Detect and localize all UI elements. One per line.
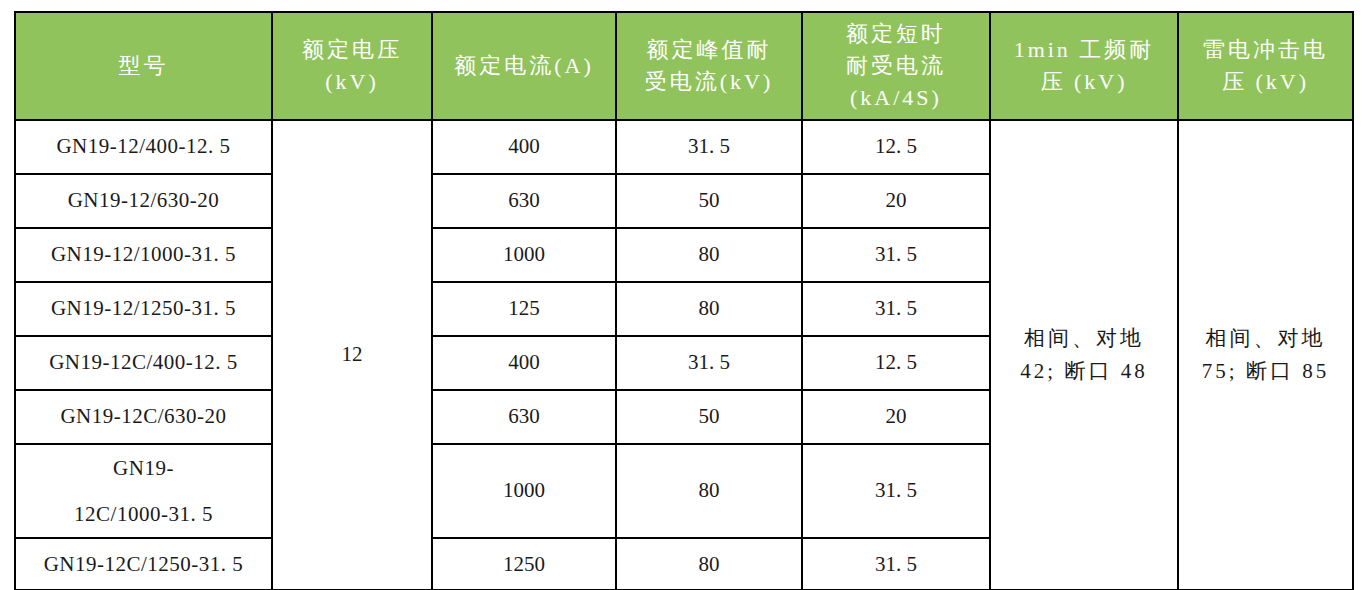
rated-current-cell: 1000 [432, 444, 616, 538]
header-short-time-withstand-current: 额定短时 耐受电流 (kA/4S) [802, 12, 990, 120]
peak-withstand-cell: 80 [616, 282, 802, 336]
rated-current-cell: 1000 [432, 228, 616, 282]
model-cell: GN19-12/1250-31. 5 [15, 282, 272, 336]
short-time-withstand-cell: 31. 5 [802, 228, 990, 282]
model-cell: GN19- 12C/1000-31. 5 [15, 444, 272, 538]
short-time-withstand-cell: 31. 5 [802, 282, 990, 336]
peak-withstand-cell: 80 [616, 538, 802, 590]
short-time-withstand-cell: 12. 5 [802, 120, 990, 174]
spec-table: 型号 额定电压 (kV) 额定电流(A) 额定峰值耐 受电流(kV) 额定短时 … [14, 11, 1354, 590]
rated-current-cell: 125 [432, 282, 616, 336]
short-time-withstand-cell: 31. 5 [802, 444, 990, 538]
peak-withstand-cell: 31. 5 [616, 336, 802, 390]
short-time-withstand-cell: 20 [802, 390, 990, 444]
header-row: 型号 额定电压 (kV) 额定电流(A) 额定峰值耐 受电流(kV) 额定短时 … [15, 12, 1353, 120]
model-cell: GN19-12/400-12. 5 [15, 120, 272, 174]
spec-table-container: 型号 额定电压 (kV) 额定电流(A) 额定峰值耐 受电流(kV) 额定短时 … [14, 11, 1354, 590]
header-model: 型号 [15, 12, 272, 120]
header-lightning-impulse-voltage: 雷电冲击电 压 (kV) [1178, 12, 1353, 120]
peak-withstand-cell: 50 [616, 174, 802, 228]
rated-current-cell: 630 [432, 174, 616, 228]
header-rated-voltage: 额定电压 (kV) [272, 12, 432, 120]
short-time-withstand-cell: 12. 5 [802, 336, 990, 390]
short-time-withstand-cell: 20 [802, 174, 990, 228]
short-time-withstand-cell: 31. 5 [802, 538, 990, 590]
rated-voltage-merged-cell: 12 [272, 120, 432, 590]
lightning-impulse-merged-cell: 相间、对地 75; 断口 85 [1178, 120, 1353, 590]
model-cell: GN19-12/1000-31. 5 [15, 228, 272, 282]
power-frequency-merged-cell: 相间、对地 42; 断口 48 [990, 120, 1178, 590]
header-peak-withstand-current: 额定峰值耐 受电流(kV) [616, 12, 802, 120]
header-power-frequency-withstand-voltage: 1min 工频耐 压 (kV) [990, 12, 1178, 120]
header-rated-current: 额定电流(A) [432, 12, 616, 120]
model-cell: GN19-12C/400-12. 5 [15, 336, 272, 390]
rated-current-cell: 630 [432, 390, 616, 444]
peak-withstand-cell: 50 [616, 390, 802, 444]
rated-current-cell: 400 [432, 120, 616, 174]
model-cell: GN19-12C/1250-31. 5 [15, 538, 272, 590]
rated-current-cell: 1250 [432, 538, 616, 590]
model-cell: GN19-12C/630-20 [15, 390, 272, 444]
model-cell: GN19-12/630-20 [15, 174, 272, 228]
peak-withstand-cell: 80 [616, 444, 802, 538]
table-row: GN19-12/400-12. 5 12 400 31. 5 12. 5 相间、… [15, 120, 1353, 174]
peak-withstand-cell: 80 [616, 228, 802, 282]
peak-withstand-cell: 31. 5 [616, 120, 802, 174]
rated-current-cell: 400 [432, 336, 616, 390]
